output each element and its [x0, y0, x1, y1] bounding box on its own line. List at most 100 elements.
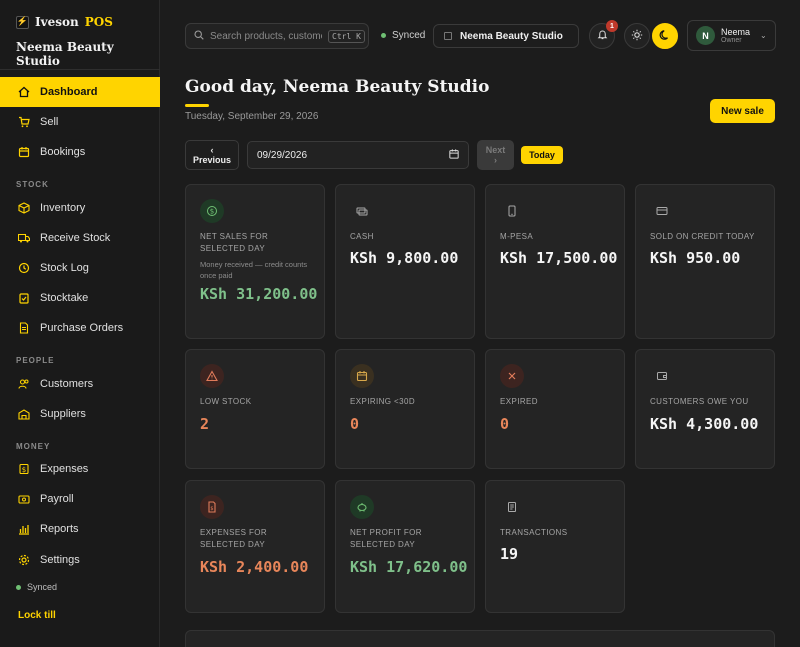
- next-day-button[interactable]: Next ›: [477, 140, 514, 170]
- sun-icon: [631, 29, 643, 44]
- cash-icon: [350, 199, 374, 223]
- next-day-label: Next: [485, 145, 506, 155]
- sidebar-item-expenses[interactable]: $ Expenses: [0, 454, 160, 484]
- card-label: CUSTOMERS OWE YOU: [650, 397, 749, 406]
- sidebar-item-sell[interactable]: Sell: [0, 107, 160, 137]
- date-value: 09/29/2026: [257, 149, 308, 161]
- card-value: KSh 17,500.00: [500, 249, 618, 267]
- calendar-icon: [18, 146, 30, 158]
- light-theme-button[interactable]: [624, 23, 650, 49]
- store-icon: [444, 32, 452, 40]
- sidebar-item-label: Bookings: [40, 146, 86, 158]
- bar-chart-icon: [18, 523, 30, 535]
- store-selector[interactable]: Neema Beauty Studio: [433, 24, 579, 48]
- sidebar-item-label: Suppliers: [40, 408, 86, 420]
- sidebar-item-receive-stock[interactable]: Receive Stock: [0, 223, 160, 253]
- notification-badge: 1: [606, 20, 618, 32]
- card-value: KSh 31,200.00: [200, 285, 318, 303]
- chevron-right-icon: ›: [494, 155, 497, 165]
- wallet-icon: [18, 493, 30, 505]
- dark-theme-button[interactable]: [652, 23, 678, 49]
- date-picker[interactable]: 09/29/2026: [247, 141, 469, 169]
- today-button[interactable]: Today: [521, 146, 563, 164]
- page-title: Good day, Neema Beauty Studio: [185, 77, 490, 97]
- dollar-icon: $: [200, 199, 224, 223]
- bell-icon: [597, 29, 608, 43]
- lower-panel: [185, 630, 775, 647]
- card-value: KSh 950.00: [650, 249, 741, 267]
- document-icon: [18, 322, 30, 334]
- users-icon: [18, 378, 30, 390]
- svg-text:$: $: [210, 208, 214, 216]
- search-input[interactable]: [210, 30, 322, 42]
- card-label: TRANSACTIONS: [500, 528, 568, 537]
- avatar: N: [696, 26, 715, 45]
- sidebar-item-stock-log[interactable]: Stock Log: [0, 253, 160, 283]
- sidebar-item-bookings[interactable]: Bookings: [0, 137, 160, 167]
- receipt-icon: [500, 495, 524, 519]
- card-label: CASH: [350, 232, 374, 241]
- card-label: SOLD ON CREDIT TODAY: [650, 232, 755, 241]
- card-value: KSh 17,620.00: [350, 558, 468, 576]
- wallet-icon: [650, 364, 674, 388]
- store-selector-label: Neema Beauty Studio: [460, 30, 563, 42]
- card-transactions: TRANSACTIONS 19: [485, 480, 625, 613]
- chevron-down-icon: ⌄: [760, 31, 767, 40]
- new-sale-button[interactable]: New sale: [710, 99, 775, 123]
- sidebar-item-payroll[interactable]: Payroll: [0, 484, 160, 514]
- card-customers-owe: CUSTOMERS OWE YOU KSh 4,300.00: [635, 349, 775, 469]
- previous-day-button[interactable]: ‹ Previous: [185, 140, 239, 170]
- card-net-sales: $ NET SALES FOR SELECTED DAY Money recei…: [185, 184, 325, 339]
- card-label: EXPENSES FOR SELECTED DAY: [200, 528, 268, 549]
- receipt-icon: $: [18, 463, 30, 475]
- previous-day-label: Previous: [192, 155, 232, 165]
- document-icon: $: [200, 495, 224, 519]
- sidebar-item-label: Stocktake: [40, 292, 89, 304]
- history-icon: [18, 262, 30, 274]
- building-icon: [18, 408, 30, 420]
- sidebar-item-label: Customers: [40, 378, 94, 390]
- card-label: EXPIRED: [500, 397, 538, 406]
- status-dot: [16, 584, 21, 590]
- notifications-button[interactable]: 1: [589, 20, 618, 49]
- calendar-icon[interactable]: [449, 148, 459, 162]
- card-value: 2: [200, 415, 210, 433]
- sidebar-item-purchase-orders[interactable]: Purchase Orders: [0, 313, 160, 343]
- card-expiring: EXPIRING <30D 0: [335, 349, 475, 469]
- sidebar-item-customers[interactable]: Customers: [0, 369, 160, 399]
- sync-indicator: Synced: [381, 30, 425, 41]
- sidebar-item-dashboard[interactable]: Dashboard: [0, 77, 160, 107]
- home-icon: [18, 86, 30, 98]
- user-role: Owner: [721, 37, 742, 44]
- chevron-left-icon: ‹: [210, 145, 214, 155]
- user-name: Neema: [721, 27, 751, 37]
- sidebar-item-label: Stock Log: [40, 262, 89, 274]
- search-icon: [194, 27, 204, 45]
- clipboard-icon: [18, 292, 30, 304]
- sidebar-item-inventory[interactable]: Inventory: [0, 193, 160, 223]
- x-icon: [500, 364, 524, 388]
- sidebar-item-label: Expenses: [40, 463, 89, 475]
- card-value: 19: [500, 545, 519, 563]
- sidebar-item-reports[interactable]: Reports: [0, 514, 160, 544]
- card-label: EXPIRING <30D: [350, 397, 416, 406]
- card-value: KSh 2,400.00: [200, 558, 309, 576]
- user-menu[interactable]: N Neema Owner ⌄: [687, 20, 776, 51]
- search-box[interactable]: Ctrl K: [185, 23, 369, 49]
- sidebar-item-settings[interactable]: Settings: [0, 545, 160, 575]
- page-date: Tuesday, September 29, 2026: [185, 111, 319, 122]
- sidebar-item-stocktake[interactable]: Stocktake: [0, 283, 160, 313]
- card-label: NET PROFIT FOR SELECTED DAY: [350, 528, 422, 549]
- sync-status-label: Synced: [27, 582, 58, 592]
- sidebar-item-label: Reports: [40, 523, 79, 535]
- brand-suffix: POS: [84, 15, 113, 29]
- card-expired: EXPIRED 0: [485, 349, 625, 469]
- sidebar-item-label: Inventory: [40, 202, 86, 214]
- user-info: Neema Owner: [721, 27, 750, 44]
- sidebar-item-label: Payroll: [40, 493, 74, 505]
- card-label: M-PESA: [500, 232, 534, 241]
- brand-logo[interactable]: ⚡ Iveson POS: [16, 15, 113, 29]
- sidebar-item-suppliers[interactable]: Suppliers: [0, 399, 160, 429]
- lock-till-button[interactable]: Lock till: [18, 610, 56, 621]
- card-subtitle: Money received — credit counts once paid: [200, 260, 308, 280]
